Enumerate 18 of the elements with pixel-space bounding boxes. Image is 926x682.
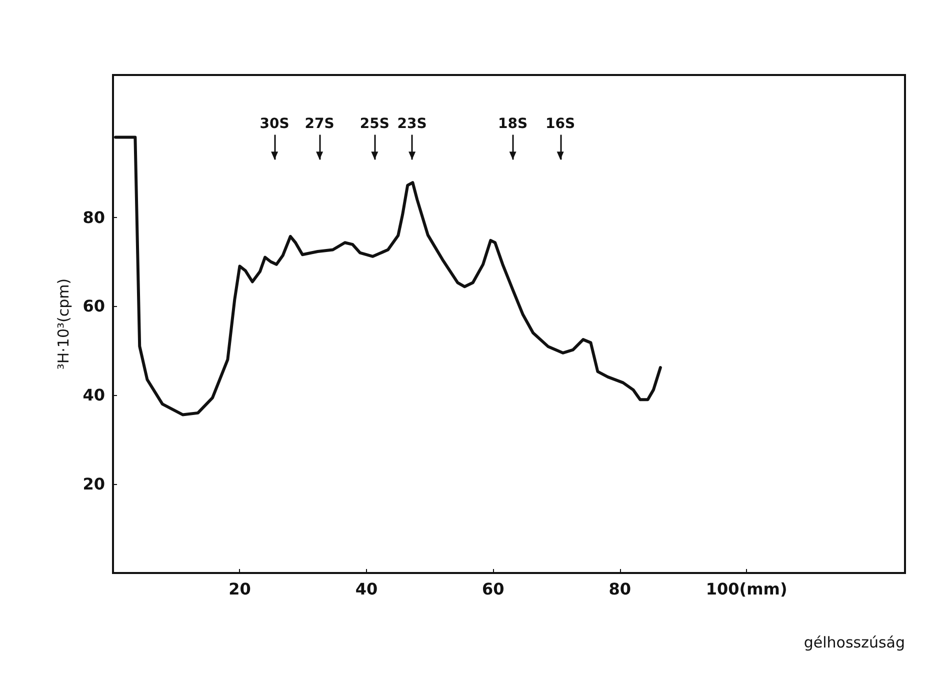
y-tick-label: 80 [82, 208, 105, 227]
y-tick-label: 60 [82, 296, 105, 316]
y-axis-title: ³H·10³(cpm) [54, 278, 72, 370]
x-tick-label: 100(mm) [706, 580, 788, 598]
y-tick-label: 40 [82, 386, 105, 405]
x-tick-label: 60 [482, 580, 504, 598]
x-tick-label: 20 [228, 580, 251, 598]
ref-line-label: 23S [397, 116, 427, 132]
line-series [114, 136, 662, 416]
x-tick-label: 40 [355, 580, 378, 598]
ref-line-label: 18S [498, 116, 528, 132]
ref-line-label: 30S [260, 116, 290, 132]
y-tick-label: 20 [82, 474, 105, 494]
x-tick-label: 80 [608, 580, 632, 598]
ref-line-label: 25S [360, 116, 390, 132]
ref-line-label: 16S [546, 116, 576, 132]
ref-line-label: 27S [304, 116, 334, 132]
x-axis-title: gélhosszúság [804, 634, 905, 652]
